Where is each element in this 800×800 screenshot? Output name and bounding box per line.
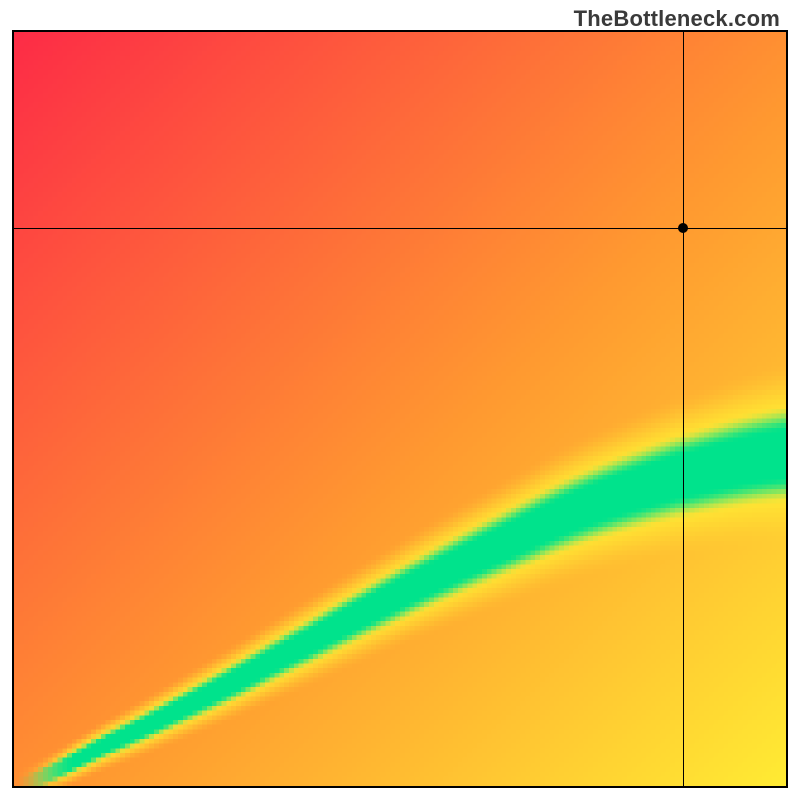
watermark-text: TheBottleneck.com xyxy=(574,6,780,32)
chart-container: TheBottleneck.com xyxy=(0,0,800,800)
heatmap-canvas xyxy=(14,32,786,786)
heatmap-plot xyxy=(12,30,788,788)
